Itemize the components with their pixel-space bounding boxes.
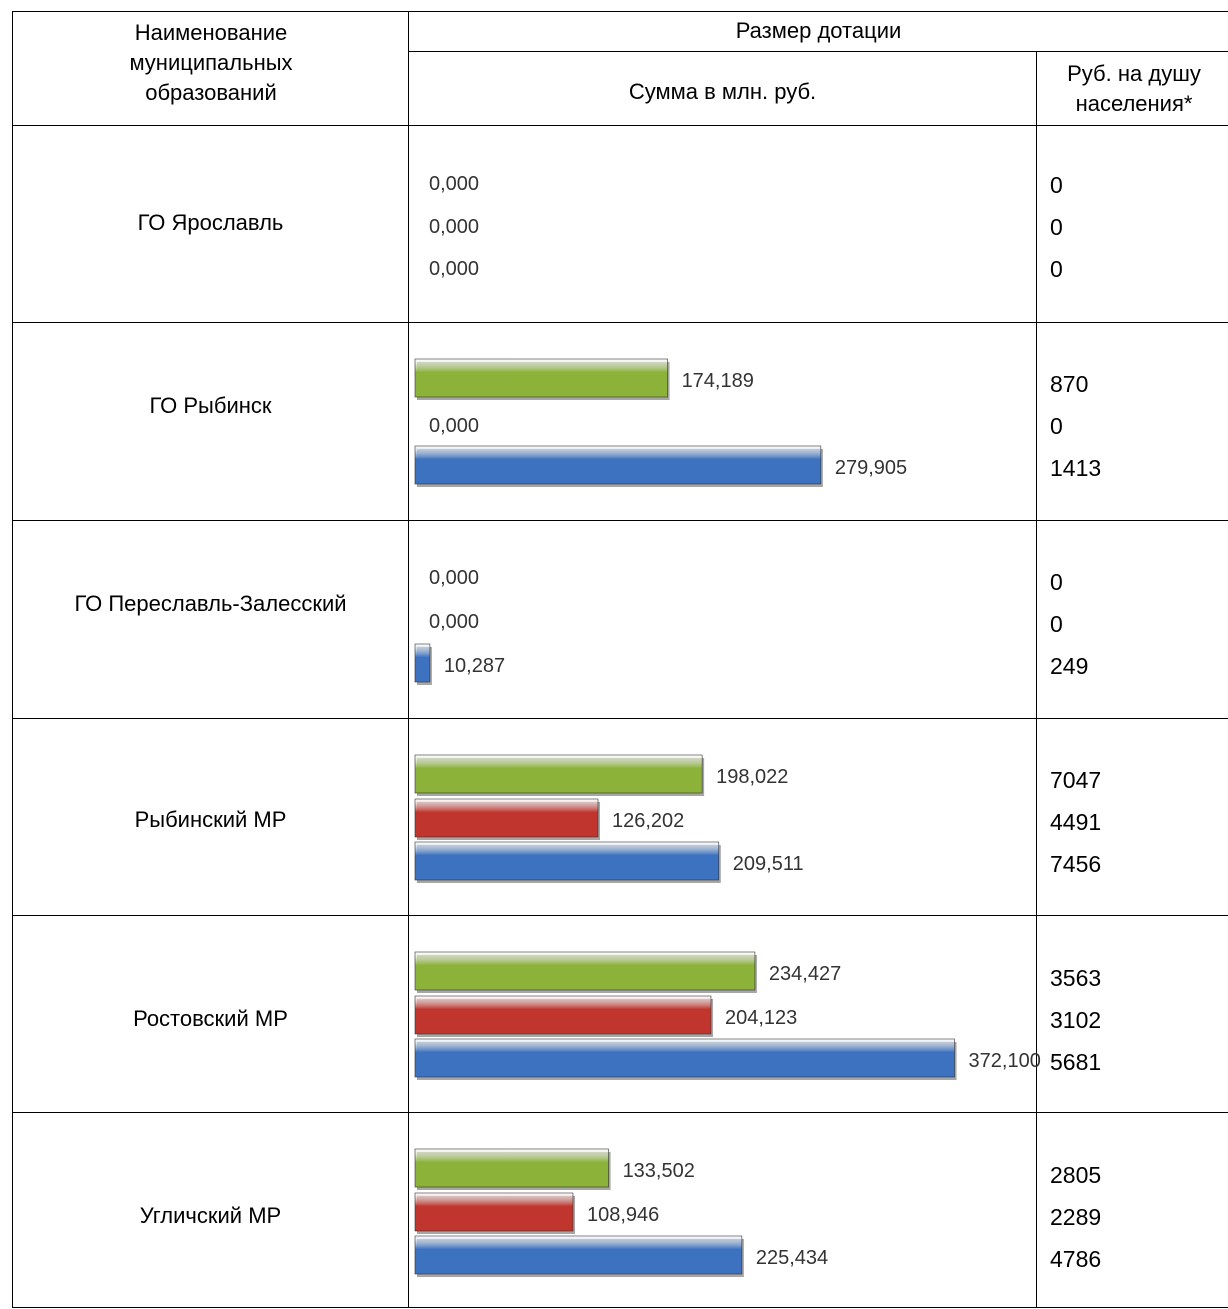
table-border-bottom xyxy=(12,1307,1228,1308)
zero-value-label: 0,000 xyxy=(429,216,479,238)
per-capita-cell: 2805 2289 4786 xyxy=(1050,1154,1228,1280)
table-border-left xyxy=(12,11,13,1308)
per-capita-value: 4786 xyxy=(1050,1246,1102,1272)
row-chart: 234,427 204,123 372,100 xyxy=(409,915,1041,1113)
bar xyxy=(414,1038,955,1078)
municipality-name: ГО Переславль-Залесский xyxy=(74,591,347,616)
row-divider xyxy=(12,322,1228,323)
per-capita-cell: 0 0 249 xyxy=(1050,561,1228,687)
header-divider xyxy=(409,51,1228,52)
bar xyxy=(414,951,756,991)
bar-value-label: 126,202 xyxy=(612,810,684,832)
bar-value-label: 279,905 xyxy=(835,457,907,479)
per-capita-value: 2805 xyxy=(1050,1162,1102,1188)
municipality-name: Рыбинский МР xyxy=(134,807,287,832)
zero-value-label: 0,000 xyxy=(429,567,479,589)
bar-value-label: 209,511 xyxy=(733,853,804,875)
bar-value-label: 108,946 xyxy=(587,1204,659,1226)
municipality-name: ГО Ярославль xyxy=(137,210,284,235)
bar xyxy=(414,995,712,1035)
per-capita-cell: 0 0 0 xyxy=(1050,164,1228,290)
row-chart: 174,189 279,905 0,000 xyxy=(409,322,1036,521)
bar-value-label: 198,022 xyxy=(716,766,788,788)
municipality-name: Ростовский МР xyxy=(133,1006,288,1031)
header-per-capita: Руб. на душу населения* xyxy=(1067,61,1201,116)
bar xyxy=(414,1148,609,1188)
per-capita-value: 870 xyxy=(1050,371,1089,397)
bar xyxy=(414,754,703,794)
per-capita-value: 4491 xyxy=(1050,809,1102,835)
municipality-name: ГО Рыбинск xyxy=(149,393,272,418)
bar xyxy=(414,1192,574,1232)
per-capita-value: 1413 xyxy=(1050,455,1102,481)
per-capita-value: 2289 xyxy=(1050,1204,1102,1230)
row-chart: 10,287 0,000 0,000 xyxy=(409,520,1036,719)
per-capita-cell: 7047 4491 7456 xyxy=(1050,759,1228,885)
row-divider xyxy=(12,915,1228,916)
column-divider xyxy=(1036,51,1037,1308)
row-chart-svg: 10,287 0,000 0,000 xyxy=(414,567,505,685)
bar-value-label: 225,434 xyxy=(756,1247,828,1269)
per-capita-cell: 3563 3102 5681 xyxy=(1050,957,1228,1083)
municipality-name: Угличский МР xyxy=(139,1203,282,1228)
header-group: Размер дотации xyxy=(735,18,902,43)
bar xyxy=(414,1235,743,1275)
bar xyxy=(414,445,822,485)
bar-value-label: 174,189 xyxy=(682,370,754,392)
row-chart: 0,000 0,000 0,000 xyxy=(409,123,1036,322)
row-chart-svg: 198,022 126,202 209,511 xyxy=(414,754,804,883)
header-bottom-line xyxy=(12,125,1228,126)
per-capita-value: 0 xyxy=(1050,413,1063,439)
row-chart-svg: 174,189 279,905 0,000 xyxy=(414,358,907,487)
row-chart: 133,502 108,946 225,434 xyxy=(409,1112,1036,1308)
zero-value-label: 0,000 xyxy=(429,258,479,280)
bar xyxy=(414,798,599,838)
bar-value-label: 10,287 xyxy=(444,655,505,677)
bar xyxy=(414,643,431,683)
bar xyxy=(414,841,720,881)
per-capita-value: 7047 xyxy=(1050,767,1102,793)
row-chart-svg: 234,427 204,123 372,100 xyxy=(414,951,1041,1080)
row-divider xyxy=(12,520,1228,521)
per-capita-value: 3102 xyxy=(1050,1007,1102,1033)
per-capita-value: 0 xyxy=(1050,256,1063,282)
bar xyxy=(414,358,668,398)
per-capita-value: 7456 xyxy=(1050,851,1102,877)
per-capita-value: 0 xyxy=(1050,214,1063,240)
row-divider xyxy=(12,1112,1228,1113)
bar-value-label: 372,100 xyxy=(969,1050,1041,1072)
row-chart: 198,022 126,202 209,511 xyxy=(409,718,1036,916)
per-capita-value: 3563 xyxy=(1050,965,1102,991)
per-capita-value: 5681 xyxy=(1050,1049,1102,1075)
zero-value-label: 0,000 xyxy=(429,611,479,633)
per-capita-value: 0 xyxy=(1050,569,1063,595)
per-capita-cell: 870 0 1413 xyxy=(1050,363,1228,489)
row-chart-svg: 133,502 108,946 225,434 xyxy=(414,1148,828,1277)
per-capita-value: 0 xyxy=(1050,611,1063,637)
table-border-top xyxy=(12,11,1228,12)
per-capita-value: 249 xyxy=(1050,653,1089,679)
header-name: Наименование муниципальных образований xyxy=(129,20,293,105)
row-divider xyxy=(12,718,1228,719)
bar-value-label: 234,427 xyxy=(769,963,841,985)
row-chart-svg: 0,000 0,000 0,000 xyxy=(429,173,479,280)
column-divider xyxy=(408,11,409,1308)
per-capita-value: 0 xyxy=(1050,172,1063,198)
bar-value-label: 133,502 xyxy=(623,1160,695,1182)
zero-value-label: 0,000 xyxy=(429,173,479,195)
header-sum: Сумма в млн. руб. xyxy=(628,79,817,104)
zero-value-label: 0,000 xyxy=(429,415,479,437)
bar-value-label: 204,123 xyxy=(725,1007,797,1029)
